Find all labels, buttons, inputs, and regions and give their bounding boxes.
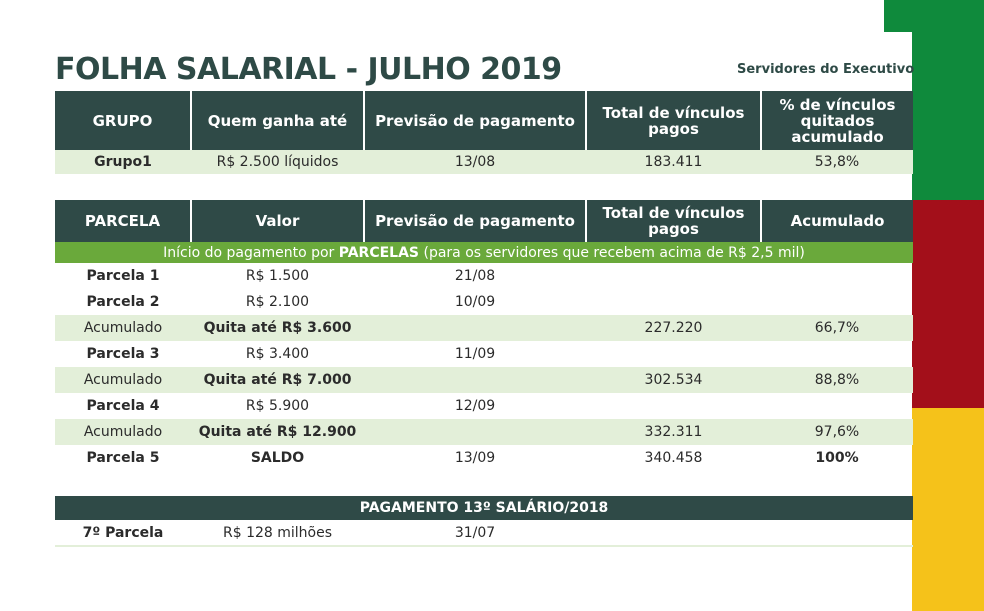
cell-valor: R$ 3.400 bbox=[245, 346, 310, 362]
cell-grupo: Grupo1 bbox=[55, 150, 191, 174]
cell-acumulado bbox=[761, 289, 913, 315]
cell-valor: R$ 5.900 bbox=[245, 398, 310, 414]
cell-total: 302.534 bbox=[586, 367, 761, 393]
cell-parcela: Parcela 4 bbox=[86, 398, 160, 414]
cell-valor: Quita até R$ 3.600 bbox=[191, 315, 364, 341]
cell-previsao bbox=[364, 315, 586, 341]
cell-parcela: Parcela 5 bbox=[86, 450, 160, 466]
page-subtitle: Servidores do Executivo bbox=[737, 62, 915, 77]
cell-previsao: 11/09 bbox=[454, 346, 496, 362]
table-row: Parcela 2 R$ 2.100 10/09 bbox=[55, 289, 913, 315]
parcela-table: PARCELA Valor Previsão de pagamento Tota… bbox=[55, 200, 913, 471]
header-parcela: PARCELA bbox=[55, 200, 192, 242]
cell-total bbox=[586, 393, 761, 419]
cell-acumulado bbox=[761, 341, 913, 367]
header-quem-ganha: Quem ganha até bbox=[191, 91, 365, 150]
table-row: Acumulado Quita até R$ 3.600 227.220 66,… bbox=[55, 315, 913, 341]
banner-suffix: (para os servidores que recebem acima de… bbox=[419, 244, 805, 261]
table-row: Acumulado Quita até R$ 12.900 332.311 97… bbox=[55, 419, 913, 445]
header-percent-vinculos: % de vínculos quitados acumulado bbox=[761, 91, 913, 150]
cell-quem-ganha: R$ 2.500 líquidos bbox=[191, 150, 364, 174]
cell-total: 183.411 bbox=[586, 150, 761, 174]
cell-total: 227.220 bbox=[586, 315, 761, 341]
header-grupo: GRUPO bbox=[55, 91, 192, 150]
cell-acumulado: 66,7% bbox=[761, 315, 913, 341]
header-previsao: Previsão de pagamento bbox=[364, 91, 587, 150]
cell-previsao: 31/07 bbox=[364, 520, 586, 547]
cell-parcela: Parcela 1 bbox=[86, 268, 160, 284]
cell-valor: R$ 2.100 bbox=[245, 294, 310, 310]
thirteenth-salary-table: PAGAMENTO 13º SALÁRIO/2018 7º Parcela R$… bbox=[55, 496, 914, 547]
header-total-vinculos: Total de vínculos pagos bbox=[586, 200, 762, 242]
cell-percent: 53,8% bbox=[761, 150, 913, 174]
cell-parcela: Parcela 3 bbox=[86, 346, 160, 362]
cell-total bbox=[586, 341, 761, 367]
table-row: Parcela 5 SALDO 13/09 340.458 100% bbox=[55, 445, 913, 471]
cell-valor: R$ 128 milhões bbox=[191, 520, 364, 547]
parcelas-banner: Início do pagamento por PARCELAS (para o… bbox=[55, 242, 913, 263]
header-valor: Valor bbox=[191, 200, 365, 242]
cell-parcela: Acumulado bbox=[55, 419, 191, 445]
cell-previsao bbox=[364, 419, 586, 445]
cell-total bbox=[586, 289, 761, 315]
cell-acumulado bbox=[761, 520, 914, 547]
table-row: Parcela 1 R$ 1.500 21/08 bbox=[55, 263, 913, 289]
group-table-header: GRUPO Quem ganha até Previsão de pagamen… bbox=[55, 91, 913, 150]
cell-acumulado bbox=[761, 393, 913, 419]
cell-previsao: 21/08 bbox=[454, 268, 496, 284]
cell-valor: Quita até R$ 12.900 bbox=[191, 419, 364, 445]
header-previsao: Previsão de pagamento bbox=[364, 200, 587, 242]
cell-previsao: 10/09 bbox=[454, 294, 496, 310]
cell-parcela: 7º Parcela bbox=[55, 520, 191, 547]
cell-valor: Quita até R$ 7.000 bbox=[191, 367, 364, 393]
group-table: GRUPO Quem ganha até Previsão de pagamen… bbox=[55, 91, 913, 174]
cell-valor: R$ 1.500 bbox=[245, 268, 310, 284]
banner-prefix: Início do pagamento por bbox=[163, 244, 339, 261]
cell-previsao bbox=[364, 367, 586, 393]
cell-total: 340.458 bbox=[644, 450, 703, 466]
cell-acumulado: 100% bbox=[815, 450, 859, 466]
cell-previsao: 13/08 bbox=[364, 150, 586, 174]
banner-bold: PARCELAS bbox=[338, 244, 420, 261]
parcela-table-header: PARCELA Valor Previsão de pagamento Tota… bbox=[55, 200, 913, 242]
cell-acumulado: 88,8% bbox=[761, 367, 913, 393]
cell-parcela: Parcela 2 bbox=[86, 294, 160, 310]
cell-total bbox=[586, 520, 761, 547]
cell-total bbox=[586, 263, 761, 289]
page-title: FOLHA SALARIAL - JULHO 2019 bbox=[55, 52, 562, 87]
table-row: Parcela 3 R$ 3.400 11/09 bbox=[55, 341, 913, 367]
cell-total: 332.311 bbox=[586, 419, 761, 445]
cell-parcela: Acumulado bbox=[55, 367, 191, 393]
cell-acumulado bbox=[761, 263, 913, 289]
table-row: Acumulado Quita até R$ 7.000 302.534 88,… bbox=[55, 367, 913, 393]
table-row: 7º Parcela R$ 128 milhões 31/07 bbox=[55, 520, 914, 547]
table-row: Parcela 4 R$ 5.900 12/09 bbox=[55, 393, 913, 419]
table-row: Grupo1 R$ 2.500 líquidos 13/08 183.411 5… bbox=[55, 150, 913, 174]
cell-parcela: Acumulado bbox=[55, 315, 191, 341]
cell-acumulado: 97,6% bbox=[761, 419, 913, 445]
header-pagamento-13: PAGAMENTO 13º SALÁRIO/2018 bbox=[55, 496, 914, 520]
thirteenth-salary-header: PAGAMENTO 13º SALÁRIO/2018 bbox=[55, 496, 914, 520]
header-total-vinculos: Total de vínculos pagos bbox=[586, 91, 762, 150]
cell-previsao: 12/09 bbox=[454, 398, 496, 414]
cell-valor: SALDO bbox=[250, 450, 305, 466]
header-acumulado: Acumulado bbox=[761, 200, 913, 242]
cell-previsao: 13/09 bbox=[454, 450, 496, 466]
